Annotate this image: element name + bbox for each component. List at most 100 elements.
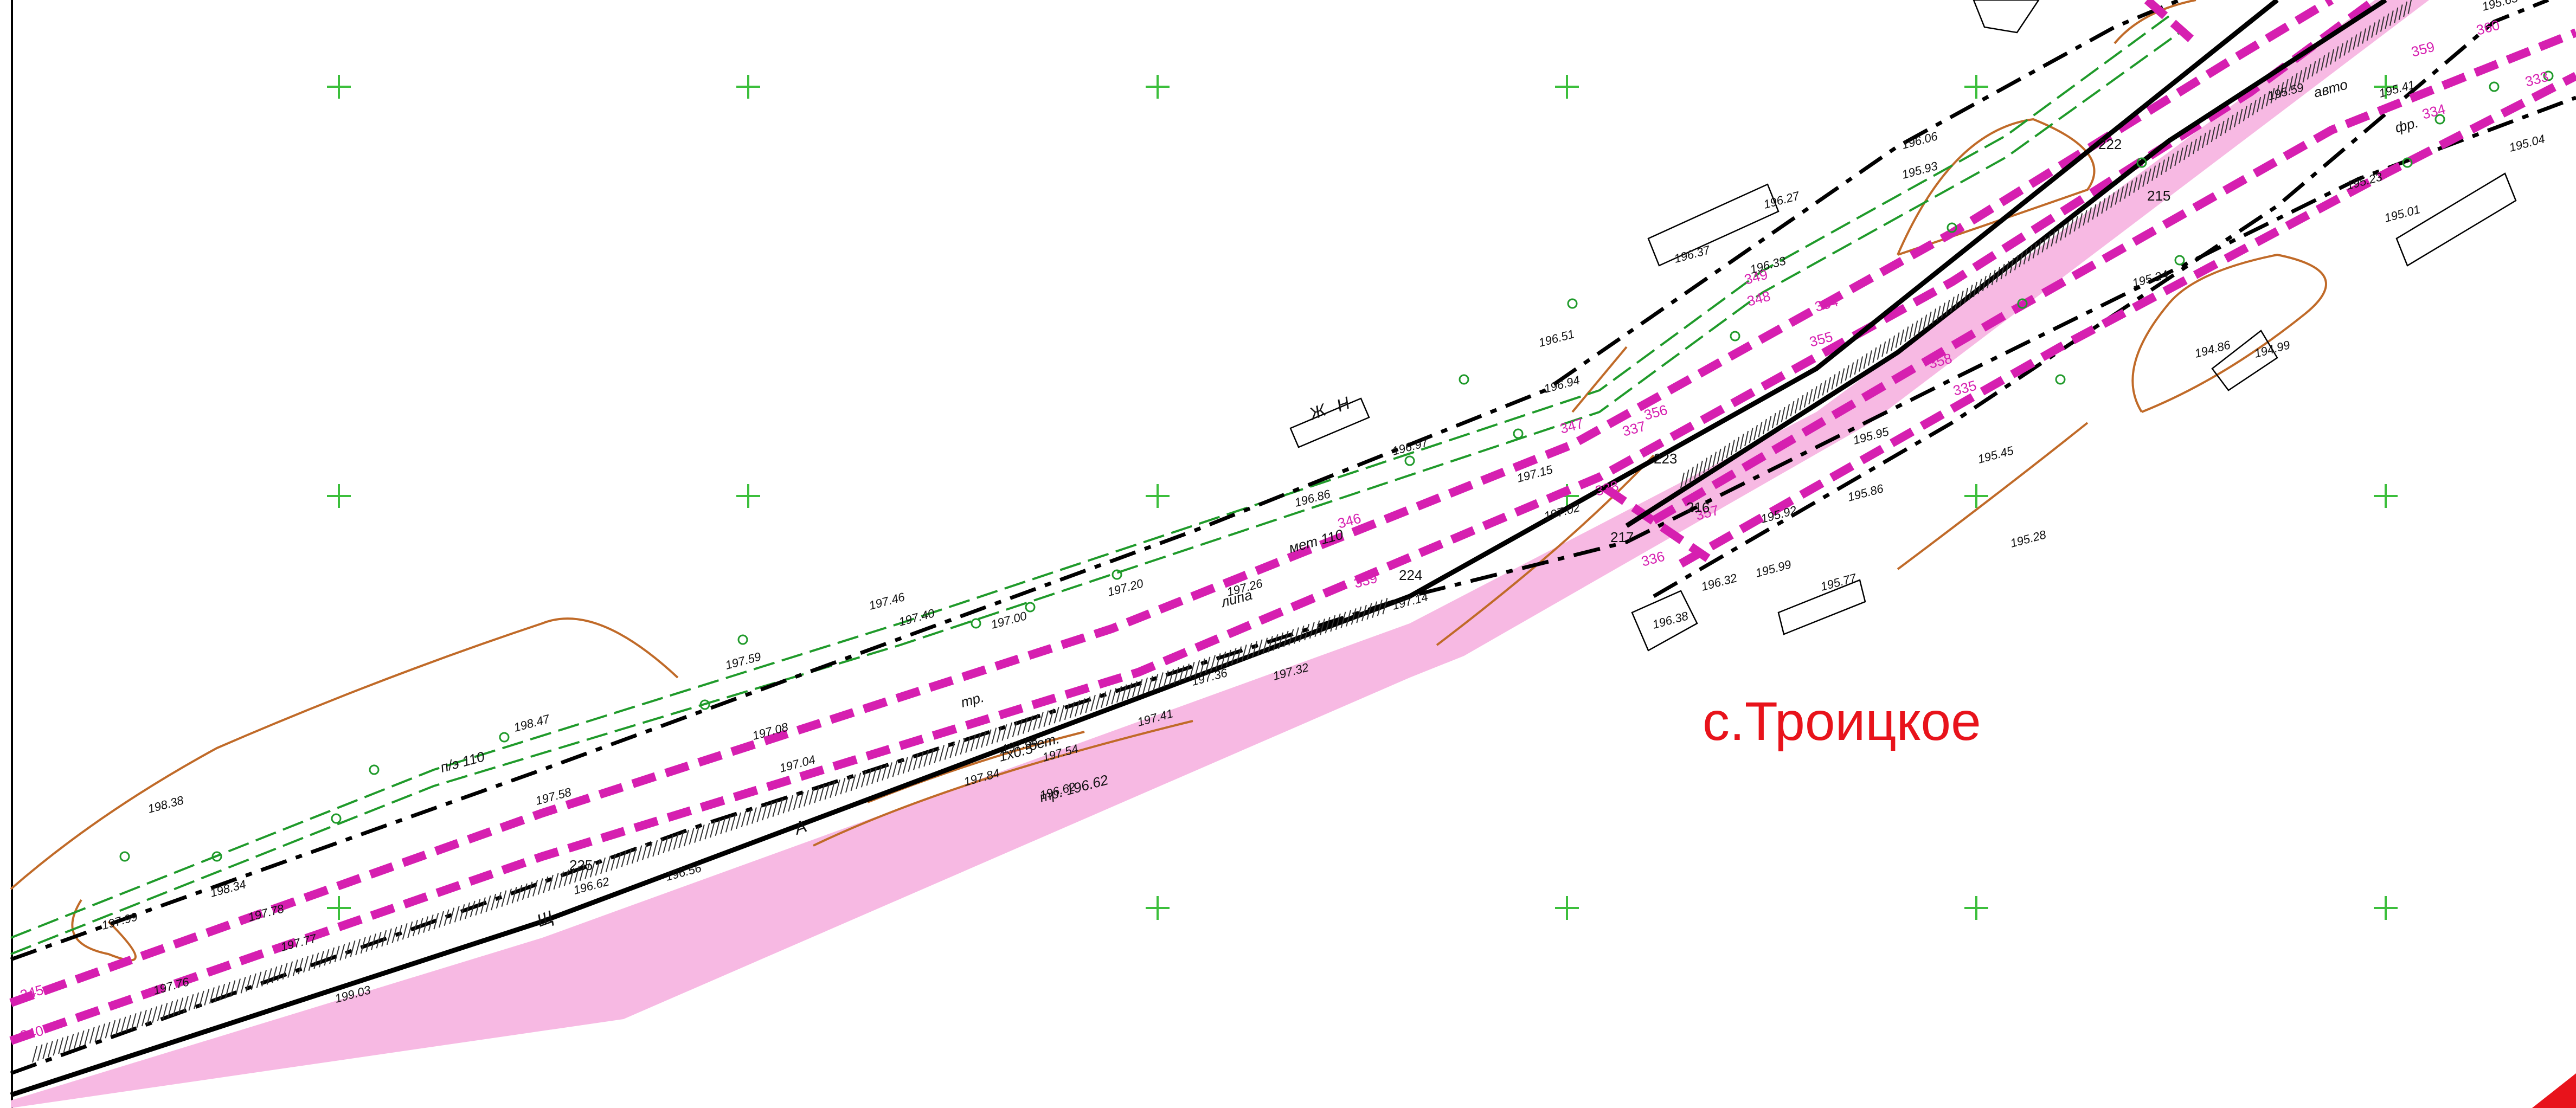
hatch-tick [1184, 663, 1190, 680]
hatch-tick [1794, 398, 1799, 414]
hatch-tick [313, 952, 319, 969]
hatch-tick [1945, 299, 1950, 315]
hatch-tick [1106, 690, 1112, 706]
hatch-tick [819, 784, 825, 802]
hatch-tick [2037, 240, 2042, 256]
hatch-tick [1309, 622, 1315, 639]
hatch-tick [1977, 279, 1982, 294]
hatch-tick [1959, 291, 1964, 306]
hatch-tick [172, 999, 178, 1016]
hatch-tick [2334, 46, 2339, 62]
hatch-tick [1680, 472, 1685, 488]
hatch-tick [152, 1006, 158, 1023]
hatch-tick [725, 816, 731, 833]
tree-symbol [1404, 455, 1415, 466]
hatch-tick [1247, 642, 1252, 660]
hatch-tick [480, 897, 486, 914]
hatch-tick [1845, 365, 1849, 381]
hatch-tick [1767, 416, 1772, 431]
tree-symbol [2055, 374, 2066, 385]
hatch-tick [1121, 684, 1127, 701]
hatch-tick [1891, 335, 1896, 351]
hatch-tick [2371, 22, 2376, 38]
hatch-tick [673, 833, 679, 850]
hatch-tick [1762, 418, 1767, 435]
hatch-tick [704, 822, 710, 840]
hatch-tick [2041, 237, 2046, 253]
hatch-tick [2051, 231, 2055, 247]
hatch-tick [126, 1015, 132, 1032]
hatch-tick [1340, 611, 1346, 628]
hatch-tick [1101, 691, 1107, 708]
hatch-tick [1918, 317, 1923, 333]
hatch-tick [1726, 442, 1731, 459]
hatch-tick [2092, 204, 2097, 220]
hatch-tick [1813, 386, 1817, 402]
hatch-tick [1085, 696, 1091, 713]
hatch-tick [449, 907, 455, 924]
hatch-tick [683, 829, 689, 847]
hatch-tick [804, 790, 810, 807]
hatch-tick [42, 1042, 48, 1059]
hatch-tick [2028, 246, 2033, 262]
hatch-tick [778, 798, 783, 815]
hatch-tick [157, 1004, 163, 1021]
hatch-tick [1299, 626, 1305, 642]
hatch-tick [1346, 610, 1352, 627]
hatch-tick [2005, 261, 2010, 276]
lot-box-4 [2211, 330, 2278, 391]
hatch-tick [902, 757, 908, 774]
hatch-tick [824, 783, 830, 800]
lot-box-7 [1973, 0, 2040, 34]
hatch-tick [2385, 13, 2389, 29]
hatch-tick [2293, 73, 2298, 89]
hatch-tick [94, 1025, 100, 1042]
hatch-tick [246, 975, 252, 992]
hatch-tick [1090, 694, 1096, 712]
hatch-tick [808, 788, 814, 805]
hatch-tick [308, 954, 314, 971]
hatch-tick [1132, 681, 1138, 698]
hatch-tick [1366, 603, 1372, 620]
hatch-tick [1273, 634, 1279, 651]
hatch-tick [694, 826, 700, 843]
hatch-tick [1007, 722, 1013, 739]
hatch-tick [198, 990, 204, 1008]
lot-symbols [1289, 0, 2517, 652]
hatch-tick [1936, 305, 1941, 321]
hatch-tick [79, 1030, 85, 1047]
hatch-tick [1356, 606, 1362, 623]
hatch-tick [324, 949, 330, 966]
hatch-tick [2233, 112, 2238, 127]
hatch-tick [2060, 225, 2065, 241]
hatch-tick [2343, 40, 2348, 56]
hatch-tick [1236, 646, 1242, 663]
hatch-tick [298, 957, 304, 975]
hatch-tick [162, 1002, 168, 1020]
hatch-tick [1017, 719, 1023, 736]
tree-symbol [2543, 70, 2554, 81]
hatch-tick [1314, 620, 1320, 637]
hatch-tick [2261, 94, 2266, 109]
hatch-tick [897, 758, 903, 776]
hatch-tick [365, 935, 371, 952]
hatch-tick [47, 1041, 53, 1058]
hatch-tick [428, 914, 434, 931]
hatch-tick [689, 828, 695, 845]
hatch-tick [1831, 374, 1836, 390]
hatch-tick [1968, 285, 1973, 300]
hatch-tick [558, 871, 564, 888]
hatch-tick [892, 761, 898, 777]
hatch-tick [1822, 380, 1827, 396]
hatch-tick [1840, 368, 1845, 384]
point-id: 215 [2147, 188, 2170, 204]
hatch-tick [2096, 201, 2101, 217]
hatch-tick [329, 947, 335, 964]
hatch-tick [1790, 401, 1795, 417]
hatch-tick [292, 959, 298, 976]
hatch-tick [1147, 675, 1153, 693]
hatch-tick [543, 876, 549, 893]
hatch-tick [344, 942, 350, 959]
hatch-tick [194, 992, 200, 1009]
hatch-tick [2275, 85, 2279, 101]
